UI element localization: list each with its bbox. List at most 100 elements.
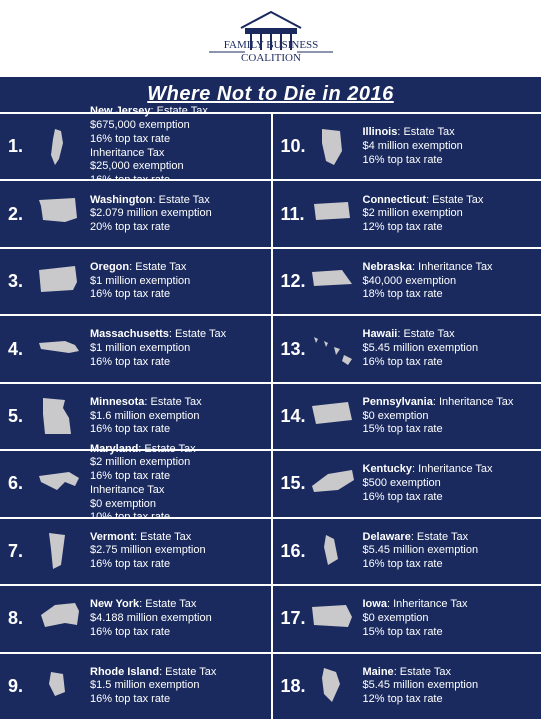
state-info: Vermont: Estate Tax$2.75 million exempti… [84, 531, 267, 572]
state-row: 7. Vermont: Estate Tax$2.75 million exemp… [0, 517, 271, 584]
state-info: Pennsylvania: Inheritance Tax$0 exemptio… [357, 396, 538, 437]
state-info: New Jersey: Estate Tax$675,000 exemption… [84, 105, 267, 188]
state-shape-icon [307, 192, 357, 236]
state-info: New York: Estate Tax$4.188 million exemp… [84, 598, 267, 639]
state-detail-line: $2.079 million exemption [90, 207, 267, 221]
page: FAMILY BUSINESS COALITION Where Not to D… [0, 0, 541, 719]
logo-line1: FAMILY BUSINESS [223, 39, 318, 51]
state-shape-icon [307, 664, 357, 708]
state-name: New York [90, 598, 139, 610]
rank-number: 14. [277, 406, 307, 427]
state-detail-line: $0 exemption [363, 410, 538, 424]
state-name-line: Rhode Island: Estate Tax [90, 666, 267, 680]
state-detail-line: 16% top tax rate [363, 154, 538, 168]
state-detail-line: $2.75 million exemption [90, 544, 267, 558]
state-info: Nebraska: Inheritance Tax$40,000 exempti… [357, 261, 538, 302]
state-detail-line: 16% top tax rate [363, 558, 538, 572]
state-name-line: Delaware: Estate Tax [363, 531, 538, 545]
state-detail-line: Inheritance Tax [90, 484, 267, 498]
state-row: 17. Iowa: Inheritance Tax$0 exemption15% … [271, 584, 541, 651]
state-detail-line: 12% top tax rate [363, 221, 538, 235]
state-name-line: Illinois: Estate Tax [363, 126, 538, 140]
state-detail-line: 16% top tax rate [90, 693, 267, 707]
state-info: Rhode Island: Estate Tax$1.5 million exe… [84, 666, 267, 707]
logo-line2: COALITION [241, 52, 301, 64]
state-shape-icon [34, 327, 84, 371]
state-row: 10.Illinois: Estate Tax$4 million exempt… [271, 112, 541, 179]
state-name: Washington [90, 194, 153, 206]
state-shape-icon [34, 529, 84, 573]
state-name-line: New York: Estate Tax [90, 598, 267, 612]
state-name-line: Washington: Estate Tax [90, 194, 267, 208]
state-shape-icon [34, 462, 84, 506]
state-row: 5.Minnesota: Estate Tax$1.6 million exem… [0, 382, 271, 449]
state-name: Illinois [363, 126, 398, 138]
state-detail-line: 16% top tax rate [90, 470, 267, 484]
state-detail-line: 16% top tax rate [363, 356, 538, 370]
state-name-line: Iowa: Inheritance Tax [363, 598, 538, 612]
state-info: Illinois: Estate Tax$4 million exemption… [357, 126, 538, 167]
state-row: 1.New Jersey: Estate Tax$675,000 exempti… [0, 112, 271, 179]
state-detail-line: $1 million exemption [90, 342, 267, 356]
state-shape-icon [307, 597, 357, 641]
rank-number: 7. [4, 541, 34, 562]
state-detail-line: $40,000 exemption [363, 275, 538, 289]
state-row: 13. Hawaii: Estate Tax$5.45 million exemp… [271, 314, 541, 381]
state-shape-icon [307, 394, 357, 438]
state-detail-line: 16% top tax rate [90, 558, 267, 572]
state-detail-line: $500 exemption [363, 477, 538, 491]
state-detail-line: $1 million exemption [90, 275, 267, 289]
state-row: 2.Washington: Estate Tax$2.079 million e… [0, 179, 271, 246]
state-detail-line: $5.45 million exemption [363, 544, 538, 558]
state-shape-icon [34, 125, 84, 169]
header: FAMILY BUSINESS COALITION [0, 0, 541, 77]
state-name-line: Hawaii: Estate Tax [363, 328, 538, 342]
state-name: Hawaii [363, 328, 398, 340]
state-row: 16.Delaware: Estate Tax$5.45 million exe… [271, 517, 541, 584]
state-row: 15.Kentucky: Inheritance Tax$500 exempti… [271, 449, 541, 516]
page-title: Where Not to Die in 2016 [0, 77, 541, 112]
state-detail-line: $4 million exemption [363, 140, 538, 154]
state-detail-line: 20% top tax rate [90, 221, 267, 235]
state-detail-line: Inheritance Tax [90, 147, 267, 161]
state-detail-line: $0 exemption [90, 498, 267, 512]
state-name: Rhode Island [90, 666, 159, 678]
state-info: Massachusetts: Estate Tax$1 million exem… [84, 328, 267, 369]
state-name-line: Maryland: Estate Tax [90, 443, 267, 457]
state-name: Minnesota [90, 396, 144, 408]
state-detail-line: 15% top tax rate [363, 423, 538, 437]
state-row: 3. Oregon: Estate Tax$1 million exemption… [0, 247, 271, 314]
state-name-line: Oregon: Estate Tax [90, 261, 267, 275]
state-name-line: Connecticut: Estate Tax [363, 194, 538, 208]
rank-number: 13. [277, 339, 307, 360]
state-detail-line: 16% top tax rate [90, 423, 267, 437]
rank-number: 4. [4, 339, 34, 360]
state-info: Hawaii: Estate Tax$5.45 million exemptio… [357, 328, 538, 369]
state-info: Minnesota: Estate Tax$1.6 million exempt… [84, 396, 267, 437]
state-shape-icon [34, 394, 84, 438]
state-row: 11.Connecticut: Estate Tax$2 million exe… [271, 179, 541, 246]
state-info: Iowa: Inheritance Tax$0 exemption15% top… [357, 598, 538, 639]
state-shape-icon [34, 260, 84, 304]
state-detail-line: $5.45 million exemption [363, 679, 538, 693]
state-row: 18.Maine: Estate Tax$5.45 million exempt… [271, 652, 541, 719]
state-name-line: Vermont: Estate Tax [90, 531, 267, 545]
state-detail-line: $5.45 million exemption [363, 342, 538, 356]
state-name-line: Minnesota: Estate Tax [90, 396, 267, 410]
state-detail-line: 16% top tax rate [90, 288, 267, 302]
state-name: Maryland [90, 443, 138, 455]
state-name: Massachusetts [90, 328, 169, 340]
state-shape-icon [307, 327, 357, 371]
rank-number: 17. [277, 608, 307, 629]
rank-number: 12. [277, 271, 307, 292]
states-grid: 1.New Jersey: Estate Tax$675,000 exempti… [0, 112, 541, 719]
state-shape-icon [307, 462, 357, 506]
state-info: Delaware: Estate Tax$5.45 million exempt… [357, 531, 538, 572]
rank-number: 9. [4, 676, 34, 697]
state-detail-line: $1.6 million exemption [90, 410, 267, 424]
state-name: Kentucky [363, 463, 413, 475]
state-detail-line: $1.5 million exemption [90, 679, 267, 693]
state-row: 12. Nebraska: Inheritance Tax$40,000 exem… [271, 247, 541, 314]
rank-number: 3. [4, 271, 34, 292]
state-shape-icon [34, 664, 84, 708]
